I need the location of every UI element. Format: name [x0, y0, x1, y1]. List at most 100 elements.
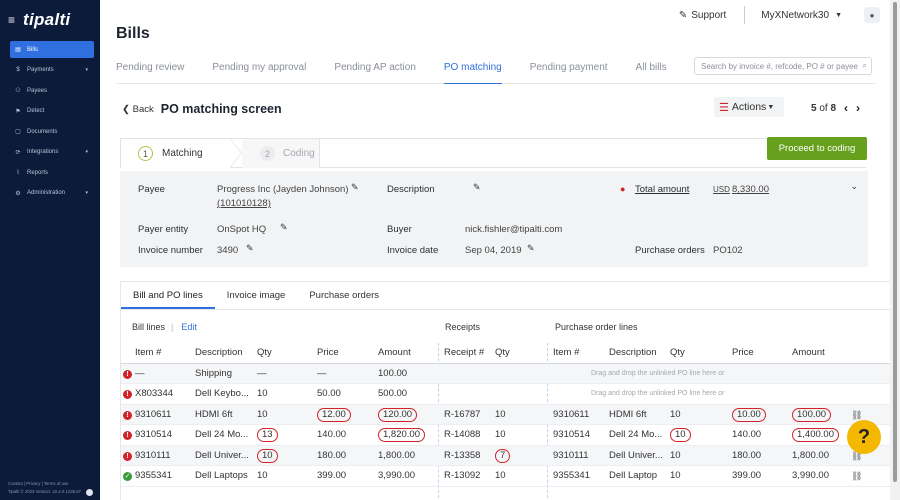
cell-rqty: 10: [495, 425, 506, 445]
cell-price: 140.00: [317, 425, 346, 445]
page-scrollbar[interactable]: [890, 0, 900, 500]
cell-po-price: 10.00: [732, 405, 766, 425]
invoice-date-label: Invoice date: [387, 245, 439, 256]
tab-all-bills[interactable]: All bills: [635, 62, 667, 73]
search-input[interactable]: Search by invoice #, refcode, PO # or pa…: [694, 57, 872, 75]
sidebar-item-label: Bills: [27, 46, 39, 53]
divider: |: [171, 322, 174, 332]
cell-desc: Shipping: [195, 364, 232, 384]
tab-pending-review[interactable]: Pending review: [116, 62, 185, 73]
account-selector[interactable]: MyXNetwork30 ▼: [761, 10, 842, 21]
step-coding[interactable]: 2 Coding: [242, 139, 320, 168]
step-arrow-inner: [230, 139, 241, 167]
tab-po-matching[interactable]: PO matching: [443, 60, 502, 84]
cell-rqty: 7: [495, 446, 511, 466]
purchase-orders-label: Purchase orders: [635, 245, 705, 256]
total-currency: USD: [713, 185, 730, 194]
scrollbar-thumb[interactable]: [893, 2, 897, 482]
footer-links[interactable]: Contact | Privacy | Terms of use: [8, 481, 69, 486]
unlink-icon[interactable]: ⛓: [851, 450, 863, 461]
pager-of: of: [819, 102, 828, 114]
lines-table: Item # Description Qty Price Amount Receipt #…: [121, 343, 895, 487]
error-icon: ●: [620, 184, 626, 194]
sidebar-header: ≡ tipalti: [0, 0, 100, 40]
step-label: Coding: [283, 148, 315, 159]
pencil-icon[interactable]: ✎: [351, 182, 359, 192]
unlink-icon[interactable]: ⛓: [851, 471, 863, 481]
tab-pending-my-approval[interactable]: Pending my approval: [212, 62, 307, 73]
column-header: Price: [317, 347, 339, 358]
pencil-icon[interactable]: ✎: [280, 222, 288, 232]
tab-bill-and-po-lines[interactable]: Bill and PO lines: [121, 282, 215, 309]
cell-po-price: 140.00: [732, 425, 761, 445]
unlink-icon[interactable]: ⛓: [851, 409, 863, 420]
cell-value: —: [257, 367, 267, 379]
actions-button[interactable]: ☰ Actions ▼: [714, 97, 784, 117]
cell-rqty: 10: [495, 405, 506, 425]
support-link[interactable]: ✎ Support: [679, 10, 726, 21]
cell-qty: 10: [257, 466, 268, 486]
table-row[interactable]: ! 9310514 Dell 24 Mo... 13 140.00 1,820.00 R-1…: [121, 425, 895, 446]
cell-po-amount: 1,800.00: [792, 446, 829, 466]
cell-amount: 3,990.00: [378, 466, 415, 486]
payee-id-link[interactable]: (101010128): [217, 198, 271, 209]
user-icon[interactable]: ●: [864, 7, 880, 23]
pencil-icon[interactable]: ✎: [473, 182, 481, 192]
main-content: ✎ Support MyXNetwork30 ▼ ● Bills Pending…: [100, 0, 896, 500]
cell-value: 140.00: [732, 429, 762, 440]
sidebar-item-label: Payments: [27, 67, 54, 73]
sidebar-item-payees[interactable]: ⚇ Payees: [10, 82, 94, 99]
cell-value: 9310611: [553, 408, 590, 420]
menu-icon[interactable]: ≡: [8, 13, 16, 27]
sidebar-item-integrations[interactable]: ⟳ Integrations ▾: [10, 144, 94, 161]
sidebar-item-documents[interactable]: ▢ Documents: [10, 123, 94, 140]
pencil-icon[interactable]: ✎: [527, 243, 535, 253]
back-button[interactable]: ❮ Back: [122, 103, 154, 115]
cell-price: 50.00: [317, 384, 341, 404]
next-arrow-icon[interactable]: ›: [856, 101, 861, 115]
table-row[interactable]: ✓ 9355341 Dell Laptops 10 399.00 3,990.00 R-13…: [121, 466, 895, 487]
cell-amount: 1,820.00: [378, 425, 425, 445]
step-matching[interactable]: 1 Matching: [120, 139, 230, 168]
prev-arrow-icon[interactable]: ‹: [844, 101, 849, 115]
error-icon: !: [123, 390, 132, 399]
pencil-icon[interactable]: ✎: [246, 243, 254, 253]
buyer-value: nick.fishler@tipalti.com: [465, 224, 563, 235]
cell-value: Dell 24 Mo...: [195, 429, 249, 440]
help-button[interactable]: ?: [847, 420, 881, 454]
sidebar-item-bills[interactable]: ▤ Bills: [10, 41, 94, 58]
sidebar-item-detect[interactable]: ⚑ Detect: [10, 103, 94, 120]
chevron-down-icon[interactable]: ⌄: [850, 181, 858, 191]
cell-item: ! 9310111: [123, 446, 171, 466]
table-row[interactable]: ! X803344 Dell Keybo... 10 50.00 500.00 Drag a…: [121, 384, 895, 405]
list-icon: ☰: [719, 101, 729, 114]
table-row[interactable]: ! 9310111 Dell Univer... 10 180.00 1,800.00 R-…: [121, 445, 895, 466]
cell-value: 100.00: [378, 367, 408, 379]
column-header: Amount: [378, 347, 411, 358]
proceed-to-coding-button[interactable]: Proceed to coding: [767, 137, 867, 160]
tab-invoice-image[interactable]: Invoice image: [226, 290, 286, 301]
sidebar-item-reports[interactable]: ⌇ Reports: [10, 164, 94, 181]
tab-pending-ap-action[interactable]: Pending AP action: [334, 62, 416, 73]
cell-value: 399.00: [317, 470, 347, 481]
sidebar-item-administration[interactable]: ⚙ Administration ▾: [10, 185, 94, 202]
cell-value: —: [135, 367, 145, 379]
total-amount-link[interactable]: Total amount: [635, 184, 690, 195]
table-row[interactable]: ! 9310611 HDMI 6ft 10 12.00 120.00 R-16787 10 93…: [121, 404, 895, 425]
cell-po-item: 9310111: [553, 446, 589, 466]
cell-po-price: 180.00: [732, 446, 761, 466]
tab-purchase-orders[interactable]: Purchase orders: [309, 290, 380, 301]
tab-pending-payment[interactable]: Pending payment: [529, 62, 608, 73]
version-text: Tipalti © 2023 Version: 22.4.0.1235.57: [8, 489, 82, 494]
cell-receipt: R-13358: [444, 446, 480, 466]
cell-value: R-16787: [444, 408, 481, 420]
edit-link[interactable]: Edit: [181, 322, 197, 332]
sidebar-item-payments[interactable]: $ Payments ▾: [10, 62, 94, 79]
cell-value: 500.00: [378, 388, 408, 399]
drop-hint: Drag and drop the unlinked PO line here …: [591, 390, 725, 397]
table-row[interactable]: ! — Shipping — —100.00 Drag and drop the unli…: [121, 363, 895, 384]
cell-value: 9310514: [553, 429, 590, 440]
cell-value: 9310111: [135, 449, 171, 461]
cell-item: ! —: [123, 364, 145, 384]
cell-value: Shipping: [195, 367, 232, 379]
